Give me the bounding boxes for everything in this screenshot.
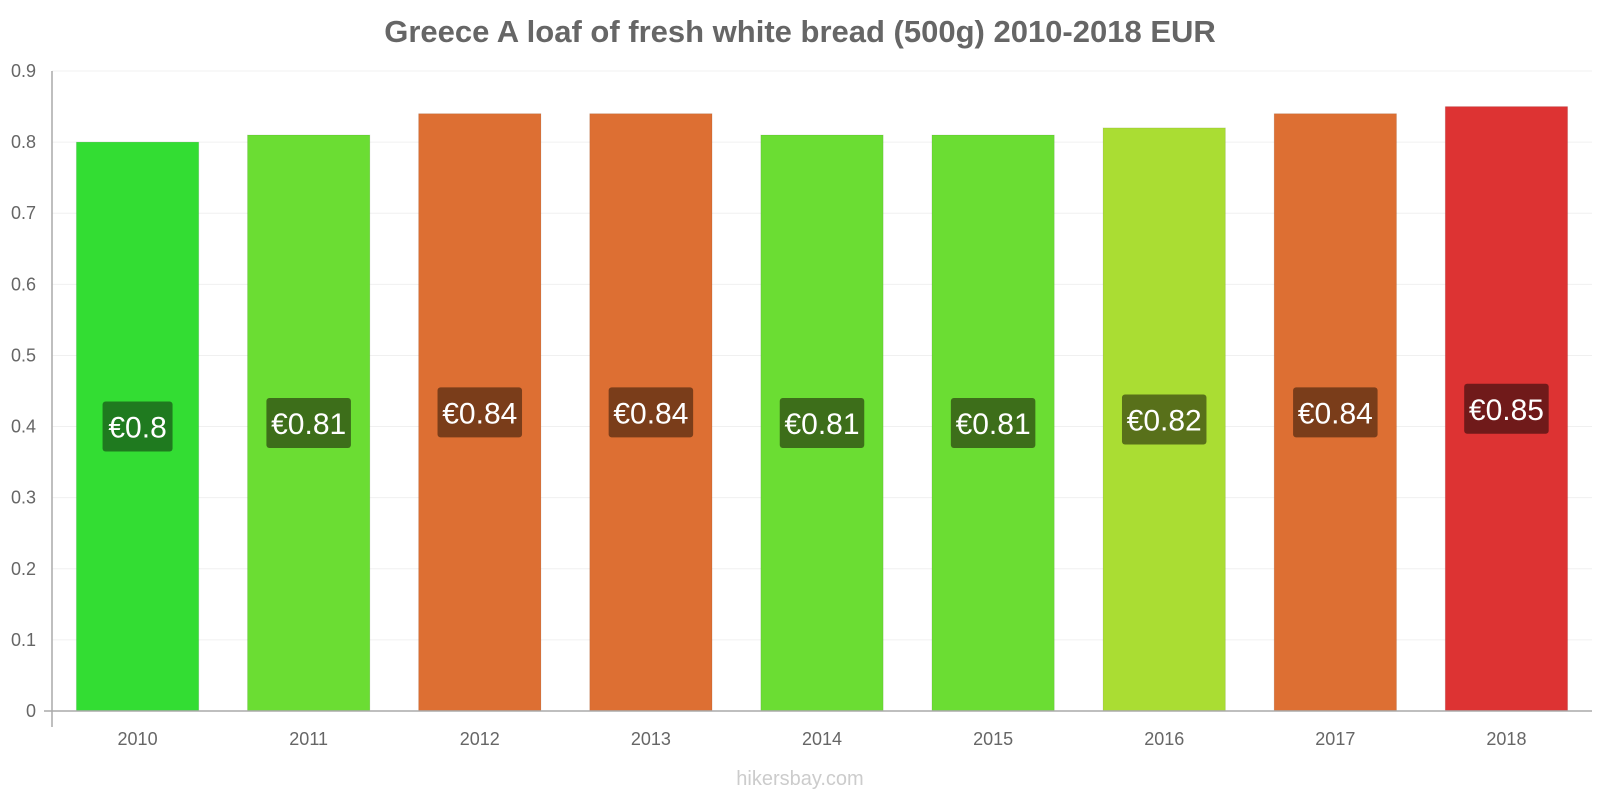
y-tick-label: 0.2 [11, 559, 36, 579]
data-label: €0.81 [271, 408, 346, 441]
data-label: €0.84 [442, 397, 517, 430]
y-tick-label: 0.9 [11, 61, 36, 81]
data-label-box [779, 398, 865, 448]
y-tick-label: 0.4 [11, 417, 36, 437]
x-tick-label: 2014 [802, 729, 842, 749]
x-tick-label: 2016 [1144, 729, 1184, 749]
data-label-box [102, 401, 173, 452]
watermark: hikersbay.com [736, 768, 864, 790]
x-tick-label: 2018 [1486, 729, 1526, 749]
chart-title: Greece A loaf of fresh white bread (500g… [384, 14, 1216, 49]
x-tick-label: 2010 [118, 729, 158, 749]
x-tick-label: 2015 [973, 729, 1013, 749]
data-label: €0.8 [108, 412, 166, 445]
x-tick-label: 2017 [1315, 729, 1355, 749]
y-tick-label: 0.8 [11, 132, 36, 152]
data-label-box [1121, 394, 1207, 445]
y-tick-label: 0.1 [11, 630, 36, 650]
y-tick-label: 0 [26, 701, 36, 721]
data-label-box [1293, 387, 1378, 438]
x-tick-label: 2011 [289, 729, 328, 749]
y-tick-label: 0.7 [11, 203, 36, 223]
x-tick-label: 2012 [460, 729, 500, 749]
y-tick-label: 0.3 [11, 488, 36, 508]
data-label: €0.82 [1127, 404, 1202, 437]
data-labels: €0.8 €0.81 €0.84 €0.84 €0.81 €0.81 €0.82 €0.84 €… [102, 383, 1549, 452]
axes: 0 0.1 0.2 0.3 0.4 0.5 0.6 0.7 0.8 0.9 2010 2011 2012… [11, 61, 1592, 749]
x-tick-label: 2013 [631, 729, 671, 749]
data-label: €0.84 [613, 397, 688, 430]
data-label-box [266, 398, 351, 448]
data-label: €0.81 [956, 408, 1031, 441]
y-tick-label: 0.5 [11, 345, 36, 365]
data-label: €0.85 [1469, 394, 1544, 427]
data-label-box [950, 398, 1036, 448]
y-tick-label: 0.6 [11, 274, 36, 294]
data-label: €0.81 [784, 408, 859, 441]
data-label-box [608, 387, 694, 438]
data-label: €0.84 [1298, 397, 1373, 430]
data-label-box [437, 387, 523, 438]
data-label-box [1464, 383, 1549, 434]
